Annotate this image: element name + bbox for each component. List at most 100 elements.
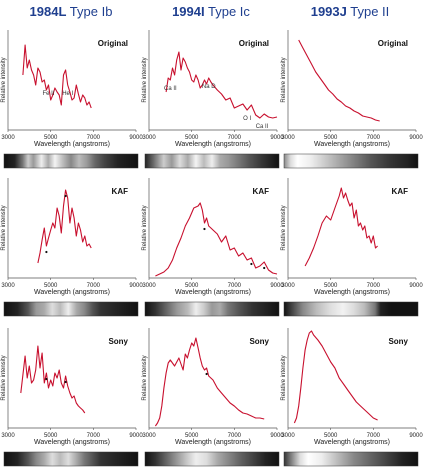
x-axis-label: Wavelength (angstroms) <box>175 289 251 296</box>
spectrum-panel-1984L-original: Relative intensity 3000 5000 7000 9000 Wavele… <box>1 30 143 169</box>
spectrum-strip <box>283 451 419 467</box>
spectrum-panel-1994I-sony: Relative intensity 3000 5000 7000 9000 Wavele… <box>142 328 284 467</box>
line-annotation: Na D <box>202 84 216 90</box>
line-annotation: He I <box>62 91 73 97</box>
feature-marker <box>203 227 206 231</box>
x-tick-label: 9000 <box>270 283 284 289</box>
feature-marker <box>263 266 266 270</box>
x-tick-label: 3000 <box>281 433 295 439</box>
x-tick-label: 3000 <box>281 283 295 289</box>
x-tick-label: 5000 <box>324 433 338 439</box>
spectrum-strip <box>3 451 139 467</box>
line-annotation: O I <box>243 116 251 122</box>
x-tick-label: 9000 <box>270 433 284 439</box>
x-tick-label: 5000 <box>44 135 58 141</box>
column-title-1994I: 1994I Type Ic <box>172 4 250 19</box>
spectrum-strip <box>144 451 280 467</box>
spectrum-panel-1994I-kaf: Relative intensity 3000 5000 7000 9000 Wavele… <box>142 178 284 317</box>
x-tick-label: 9000 <box>409 135 423 141</box>
row-label-kaf: KAF <box>392 187 409 196</box>
row-label-sony: Sony <box>388 337 408 346</box>
x-axis-label: Wavelength (angstroms) <box>34 141 110 148</box>
x-tick-label: 7000 <box>87 135 101 141</box>
spectrum-line <box>20 345 86 414</box>
spectrum-panel-1984L-sony: Relative intensity 3000 5000 7000 9000 Wavele… <box>1 328 143 467</box>
column-title-1993J: 1993J Type II <box>310 4 390 19</box>
x-tick-label: 3000 <box>142 283 156 289</box>
x-axis-label: Wavelength (angstroms) <box>175 439 251 446</box>
x-tick-label: 7000 <box>87 433 101 439</box>
x-tick-label: 7000 <box>367 433 381 439</box>
x-tick-label: 7000 <box>228 433 242 439</box>
x-tick-label: 9000 <box>409 433 423 439</box>
line-annotation: Ca II <box>256 124 269 130</box>
spectrum-line <box>298 39 380 122</box>
x-tick-label: 5000 <box>185 283 199 289</box>
x-tick-label: 3000 <box>142 433 156 439</box>
spectrum-strip <box>283 301 419 317</box>
line-annotation: Ca II <box>164 86 177 92</box>
x-tick-label: 5000 <box>324 135 338 141</box>
spectrum-panel-1984L-kaf: Relative intensity 3000 5000 7000 9000 Wavele… <box>1 178 143 317</box>
spectrum-line <box>304 187 378 267</box>
spectrum-strip <box>283 153 419 169</box>
spectrum-panel-1994I-original: Relative intensity 3000 5000 7000 9000 Wavele… <box>142 30 284 169</box>
spectrum-line <box>293 330 378 424</box>
x-tick-label: 7000 <box>228 135 242 141</box>
spectrum-strip <box>3 153 139 169</box>
spectrum-strip <box>3 301 139 317</box>
x-axis-label: Wavelength (angstroms) <box>175 141 251 148</box>
column-title-1984L: 1984L Type Ib <box>29 4 113 19</box>
x-tick-label: 7000 <box>367 283 381 289</box>
row-label-sony: Sony <box>108 337 128 346</box>
x-tick-label: 7000 <box>87 283 101 289</box>
x-tick-label: 5000 <box>44 433 58 439</box>
x-tick-label: 9000 <box>270 135 284 141</box>
x-tick-label: 3000 <box>1 283 15 289</box>
x-tick-label: 5000 <box>185 433 199 439</box>
feature-marker <box>45 377 48 381</box>
x-tick-label: 5000 <box>324 283 338 289</box>
x-axis-label: Wavelength (angstroms) <box>34 289 110 296</box>
x-tick-label: 7000 <box>367 135 381 141</box>
feature-marker <box>205 372 208 376</box>
y-axis-label: Relative intensity <box>281 355 287 400</box>
feature-marker <box>250 262 253 266</box>
spectrum-strip <box>144 153 280 169</box>
spectrum-panel-1993J-original: Relative intensity 3000 5000 7000 9000 Wavele… <box>281 30 423 169</box>
feature-marker <box>45 250 48 254</box>
row-label-kaf: KAF <box>253 187 270 196</box>
row-label-sony: Sony <box>249 337 269 346</box>
spectrum-line <box>154 337 265 427</box>
x-axis-label: Wavelength (angstroms) <box>314 141 390 148</box>
y-axis-label: Relative intensity <box>142 205 148 250</box>
row-label-original: Original <box>98 39 128 48</box>
y-axis-label: Relative intensity <box>1 57 7 102</box>
x-tick-label: 3000 <box>1 135 15 141</box>
feature-marker <box>64 380 67 384</box>
x-tick-label: 3000 <box>1 433 15 439</box>
line-annotation: Fe II <box>43 91 55 97</box>
x-tick-label: 9000 <box>129 433 143 439</box>
spectrum-line <box>155 202 278 277</box>
row-label-original: Original <box>378 39 408 48</box>
x-tick-label: 3000 <box>142 135 156 141</box>
x-axis-label: Wavelength (angstroms) <box>314 439 390 446</box>
spectrum-line <box>165 51 278 119</box>
x-tick-label: 5000 <box>44 283 58 289</box>
x-tick-label: 3000 <box>281 135 295 141</box>
x-tick-label: 9000 <box>409 283 423 289</box>
row-label-kaf: KAF <box>112 187 129 196</box>
y-axis-label: Relative intensity <box>142 355 148 400</box>
y-axis-label: Relative intensity <box>281 57 287 102</box>
spectrum-line <box>37 189 92 264</box>
row-label-original: Original <box>239 39 269 48</box>
feature-marker <box>64 194 67 198</box>
y-axis-label: Relative intensity <box>142 57 148 102</box>
x-tick-label: 5000 <box>185 135 199 141</box>
x-tick-label: 7000 <box>228 283 242 289</box>
spectrum-strip <box>144 301 280 317</box>
y-axis-label: Relative intensity <box>281 205 287 250</box>
y-axis-label: Relative intensity <box>1 205 7 250</box>
x-axis-label: Wavelength (angstroms) <box>314 289 390 296</box>
